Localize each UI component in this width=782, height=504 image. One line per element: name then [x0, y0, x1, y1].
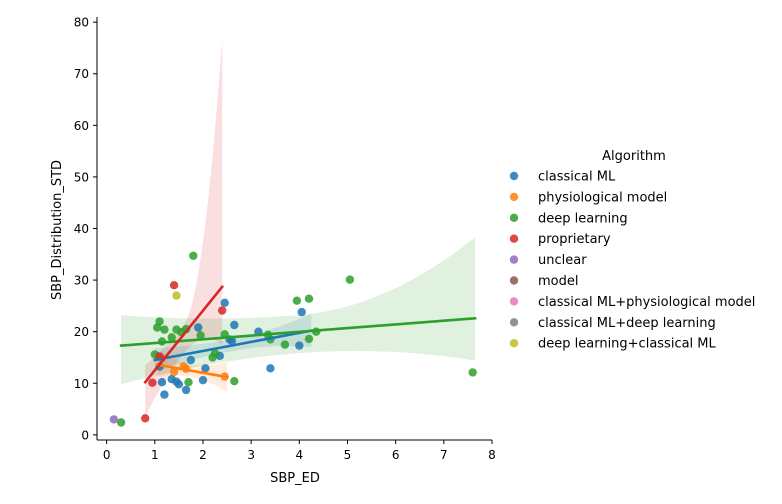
classical-ml-point [230, 320, 239, 330]
deep-learning-point [116, 418, 126, 427]
classical-ml-point [157, 378, 167, 387]
legend-label-classical-ml: classical ML [538, 170, 616, 185]
legend-marker-deep-learning [509, 213, 519, 222]
y-axis-label: SBP_Distribution_STD [50, 160, 65, 300]
deep-learning-ci-band [121, 237, 476, 385]
legend-marker-model [509, 276, 519, 285]
deep-learning-point [189, 251, 198, 260]
legend-label-deep-learning: deep learning [538, 211, 628, 226]
proprietary-regression-line [143, 284, 225, 385]
deep-learning-point [230, 377, 239, 386]
physiological-model-ci-band [157, 352, 228, 392]
legend-label-model: model [538, 274, 578, 289]
x-axis-label: SBP_ED [270, 471, 320, 486]
classical-ml-point [160, 390, 169, 399]
legend-marker-proprietary [509, 234, 519, 243]
y-tick-label: 80 [74, 16, 89, 30]
legend-marker-classical-ml-deep-learning [509, 318, 519, 327]
deep-learning-point [304, 334, 314, 344]
legend-marker-physiological-model [509, 192, 519, 202]
deep-learning-point [292, 296, 302, 305]
legend-entries: classical ML physiological model deep lear… [509, 170, 755, 352]
y-tick-label: 0 [81, 428, 89, 442]
axes: 0 1 2 3 4 5 6 7 8 0 10 20 30 40 50 60 70 80 SBP_ED SBP_D… [50, 16, 496, 486]
deep-learning-classical-ml-point [172, 291, 181, 300]
x-tick-label: 1 [151, 448, 159, 462]
classical-ml-point [201, 364, 210, 373]
classical-ml-point [181, 385, 191, 395]
physiological-model-point [169, 367, 179, 377]
y-ticks: 0 10 20 30 40 50 60 70 80 [74, 16, 97, 442]
legend-title: Algorithm [602, 149, 666, 164]
y-tick-label: 20 [74, 325, 89, 339]
classical-ml-point [220, 298, 229, 307]
x-tick-label: 8 [488, 448, 496, 462]
proprietary-point [141, 414, 150, 423]
x-tick-label: 6 [392, 448, 400, 462]
deep-learning-point [167, 333, 176, 342]
classical-ml-point [266, 364, 275, 373]
deep-learning-point [345, 275, 355, 284]
regression-lines [119, 284, 477, 385]
legend-label-classical-ml-deep-learning: classical ML+deep learning [538, 316, 716, 331]
deep-learning-point [304, 294, 314, 303]
classical-ml-point [227, 336, 237, 346]
deep-learning-point [184, 378, 193, 387]
legend-marker-classical-ml [509, 171, 519, 181]
confidence-bands [121, 40, 476, 417]
legend: Algorithm classical ML physiological mode… [509, 149, 755, 352]
classical-ml-regression-line [153, 329, 313, 362]
deep-learning-point [468, 368, 477, 377]
legend-marker-deep-learning-classical-ml [509, 339, 519, 348]
legend-label-proprietary: proprietary [538, 232, 611, 247]
proprietary-point [148, 378, 157, 387]
y-tick-label: 50 [74, 170, 89, 184]
legend-label-physiological-model: physiological model [538, 190, 667, 205]
classical-ml-point [194, 323, 203, 332]
legend-marker-unclear [509, 255, 519, 264]
deep-learning-point [196, 331, 205, 340]
deep-learning-point [155, 317, 164, 326]
deep-learning-point [210, 349, 220, 358]
x-tick-label: 4 [295, 448, 303, 462]
legend-label-unclear: unclear [538, 253, 587, 268]
y-tick-label: 70 [74, 67, 89, 81]
x-tick-label: 3 [247, 448, 255, 462]
y-tick-label: 60 [74, 119, 89, 133]
legend-label-deep-learning-classical-ml: deep learning+classical ML [538, 337, 717, 352]
classical-ml-point [297, 307, 306, 317]
x-tick-label: 7 [440, 448, 448, 462]
y-tick-label: 30 [74, 274, 89, 288]
y-tick-label: 40 [74, 222, 89, 236]
deep-learning-regression-line [119, 316, 477, 347]
classical-ml-point [198, 376, 208, 385]
legend-label-classical-ml-physiological-model: classical ML+physiological model [538, 295, 755, 310]
proprietary-ci-band [145, 40, 223, 417]
unclear-point [109, 415, 119, 424]
deep-learning-point [160, 325, 169, 334]
x-tick-label: 5 [344, 448, 352, 462]
physiological-model-regression-line [155, 363, 229, 379]
proprietary-point [218, 306, 227, 315]
classical-ml-point [174, 380, 184, 389]
deep-learning-point [280, 340, 290, 349]
legend-marker-classical-ml-physiological-model [509, 297, 519, 306]
classical-ml-point [295, 341, 304, 350]
y-tick-label: 10 [74, 377, 89, 391]
x-tick-label: 0 [103, 448, 111, 462]
classical-ml-point [186, 355, 196, 365]
x-tick-label: 2 [199, 448, 207, 462]
proprietary-point [169, 281, 179, 290]
x-ticks: 0 1 2 3 4 5 6 7 8 [103, 440, 496, 462]
